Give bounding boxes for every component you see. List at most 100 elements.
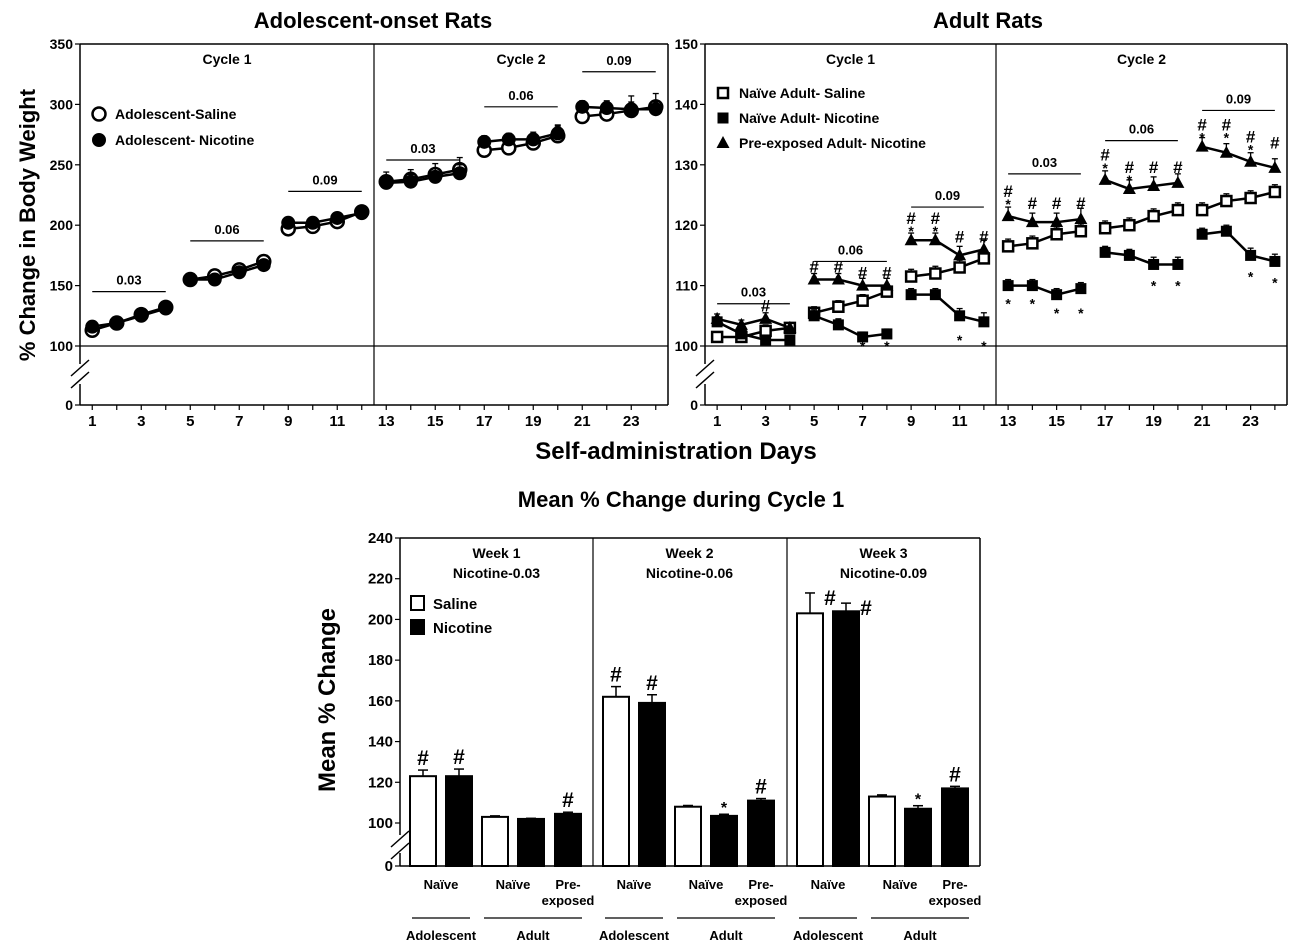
category-label: Naïve xyxy=(617,877,652,892)
axis-break-mark xyxy=(695,359,715,377)
x-tick-label: 7 xyxy=(235,413,243,430)
data-point xyxy=(832,319,844,331)
legend-marker xyxy=(716,86,730,100)
x-tick-label: 21 xyxy=(1194,413,1211,430)
data-point xyxy=(526,132,541,147)
dose-label: 0.06 xyxy=(508,88,533,103)
data-point xyxy=(1196,228,1208,240)
category-label: Pre- xyxy=(748,877,773,892)
significance-star: * xyxy=(1175,278,1181,294)
bar-nicotine xyxy=(638,701,666,868)
series-line xyxy=(484,134,559,152)
series-line xyxy=(190,263,265,281)
x-tick-label: 15 xyxy=(427,413,444,430)
series-line xyxy=(1007,229,1082,248)
x-tick-label: 9 xyxy=(907,413,915,430)
series-line xyxy=(386,168,460,183)
data-point xyxy=(1098,221,1112,235)
data-point xyxy=(1051,289,1063,301)
cycle-label: Cycle 1 xyxy=(202,51,251,67)
data-point xyxy=(1025,215,1039,228)
series-line xyxy=(911,239,985,257)
dose-label: 0.03 xyxy=(116,273,141,288)
data-point xyxy=(1220,225,1232,237)
significance-hash: # xyxy=(1149,158,1159,177)
series-line xyxy=(484,132,559,144)
x-tick-label: 5 xyxy=(186,413,194,430)
axis-break-mark xyxy=(390,842,410,860)
data-point xyxy=(784,334,796,346)
bar-nicotine xyxy=(832,610,860,867)
y-tick-label: 140 xyxy=(675,96,699,112)
legend-label: Naïve Adult- Saline xyxy=(739,85,866,101)
series-line xyxy=(716,320,790,342)
data-point xyxy=(183,272,198,287)
significance-hash: # xyxy=(1100,146,1110,165)
significance-hash: # xyxy=(761,297,771,316)
series-line xyxy=(1201,229,1276,263)
significance-star: * xyxy=(1030,296,1036,312)
significance-star: * xyxy=(836,272,842,288)
significance-hash: # xyxy=(824,587,836,610)
legend-label: Adolescent- Nicotine xyxy=(115,132,254,148)
week-label: Week 2 xyxy=(666,545,714,561)
data-point xyxy=(856,278,870,291)
significance-hash: # xyxy=(882,264,892,283)
series-line xyxy=(92,307,167,328)
significance-star: * xyxy=(1272,275,1278,291)
significance-star: * xyxy=(957,332,963,348)
significance-star: * xyxy=(884,338,890,354)
significance-hash: # xyxy=(834,257,844,276)
data-point xyxy=(904,233,918,246)
y-tick-label: 110 xyxy=(675,278,698,294)
data-point xyxy=(1026,237,1039,250)
data-point xyxy=(550,126,565,141)
bar-nicotine xyxy=(710,814,738,867)
significance-star: * xyxy=(933,223,939,239)
data-point xyxy=(1122,181,1136,194)
x-tick-label: 19 xyxy=(1145,413,1162,430)
significance-star: * xyxy=(1127,172,1133,188)
data-point xyxy=(1147,178,1161,191)
data-point xyxy=(759,324,772,338)
significance-star: * xyxy=(860,338,866,354)
significance-hash: # xyxy=(1003,182,1013,201)
significance-hash: # xyxy=(1125,158,1135,177)
bar-nicotine xyxy=(747,799,775,867)
category-label: Pre- xyxy=(555,877,580,892)
significance-hash: # xyxy=(949,763,961,786)
data-point xyxy=(403,174,418,189)
significance-star: * xyxy=(1248,142,1254,158)
significance-hash: # xyxy=(1246,128,1256,147)
significance-star: * xyxy=(1078,305,1084,321)
significance-hash: # xyxy=(906,209,916,228)
data-point xyxy=(1245,249,1257,261)
legend-label: Pre-exposed Adult- Nicotine xyxy=(739,135,926,151)
series-line xyxy=(1104,178,1179,191)
y-tick-label: 140 xyxy=(368,734,393,751)
age-label: Adult xyxy=(516,928,550,943)
category-label: exposed xyxy=(735,893,788,908)
data-point xyxy=(1147,209,1160,223)
data-point xyxy=(929,267,942,280)
significance-hash: # xyxy=(610,664,622,687)
data-point xyxy=(978,316,990,328)
data-point xyxy=(1099,246,1111,258)
data-point xyxy=(783,320,797,333)
category-label: Naïve xyxy=(689,877,724,892)
data-point xyxy=(428,169,443,184)
significance-hash: # xyxy=(453,746,465,769)
series-line xyxy=(814,278,887,287)
data-point xyxy=(109,316,124,331)
significance-hash: # xyxy=(858,264,868,283)
week-label: Week 1 xyxy=(473,545,521,561)
series-line xyxy=(716,317,791,330)
data-point xyxy=(207,272,222,287)
data-point xyxy=(452,166,467,181)
x-tick-label: 23 xyxy=(623,413,640,430)
data-point xyxy=(1050,228,1063,241)
data-point xyxy=(977,252,991,265)
y-tick-label: 100 xyxy=(675,338,699,354)
shared-x-axis-label: Self-administration Days xyxy=(535,438,816,465)
